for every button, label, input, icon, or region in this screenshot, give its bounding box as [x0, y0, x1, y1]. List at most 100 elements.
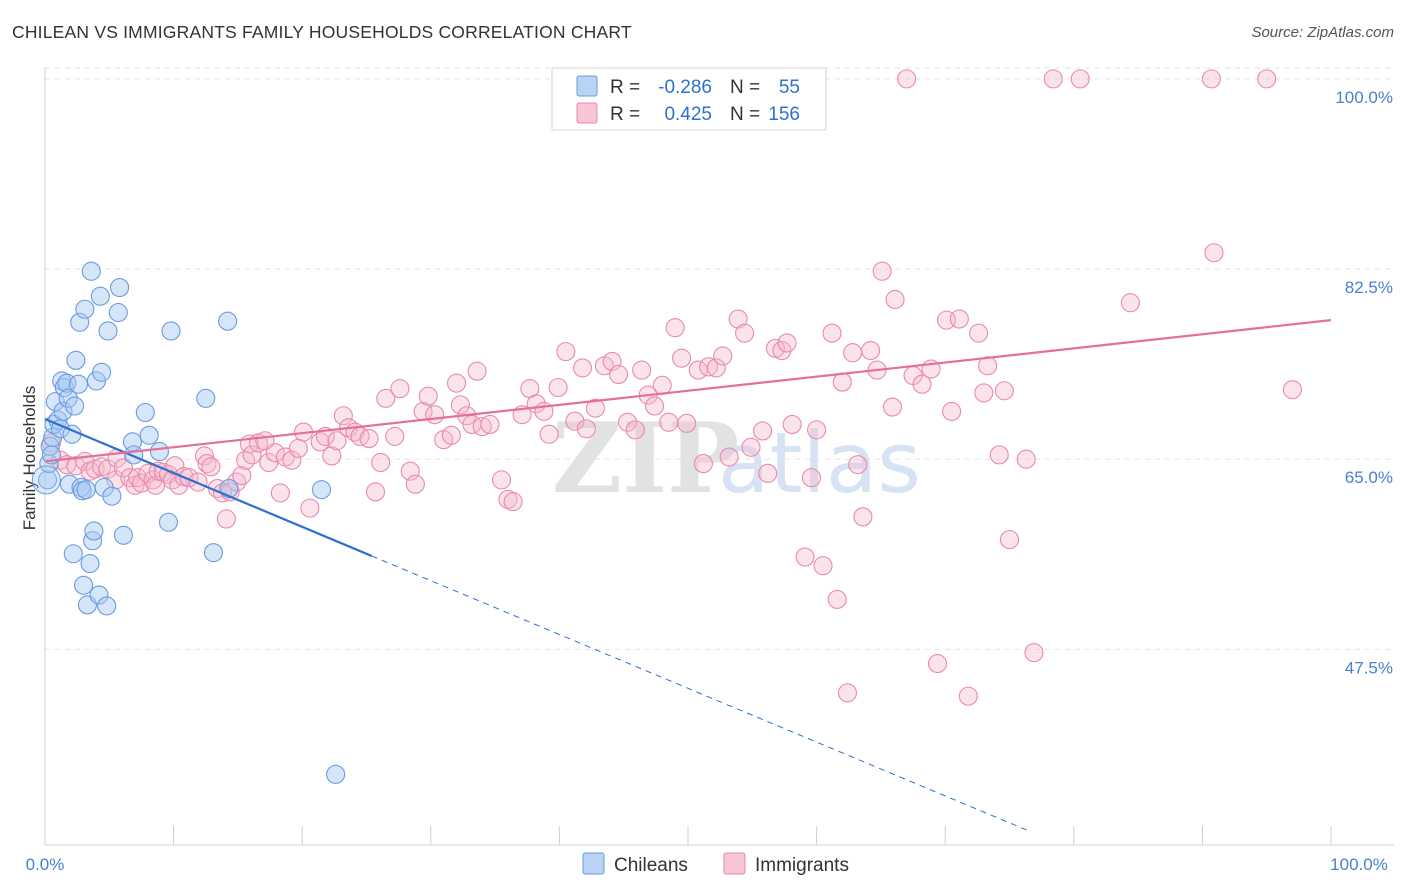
- immigrants-point: [300, 498, 320, 518]
- series-legend-label-immigrants: Immigrants: [755, 855, 849, 876]
- immigrants-point: [1282, 380, 1302, 400]
- chileans-point: [218, 311, 238, 331]
- immigrants-point: [359, 429, 379, 449]
- chileans-point: [65, 396, 85, 416]
- immigrants-point: [795, 547, 815, 567]
- immigrants-point: [1257, 69, 1277, 89]
- legend-n-value-immigrants: 156: [768, 104, 800, 125]
- immigrants-point: [441, 425, 461, 445]
- chileans-point: [68, 374, 88, 394]
- immigrants-point: [310, 432, 330, 452]
- immigrants-point: [327, 431, 347, 451]
- immigrants-point: [565, 411, 585, 431]
- immigrants-point: [556, 342, 576, 362]
- immigrants-point: [1204, 243, 1224, 263]
- immigrants-point: [322, 446, 342, 466]
- chileans-point: [74, 575, 94, 595]
- legend-n-label-chileans: N =: [730, 77, 760, 98]
- immigrants-point: [450, 395, 470, 415]
- chileans-point: [108, 302, 128, 323]
- immigrants-point: [197, 454, 217, 474]
- immigrants-point: [969, 323, 989, 343]
- chileans-point: [113, 525, 133, 545]
- immigrants-point: [872, 261, 892, 281]
- immigrants-point: [333, 406, 353, 426]
- immigrants-point: [999, 530, 1020, 550]
- x-tick-label-min: 0.0%: [26, 855, 65, 874]
- watermark: ZIP atlas: [552, 402, 921, 515]
- chileans-points: [31, 261, 346, 784]
- immigrants-point: [882, 397, 903, 417]
- immigrants-point: [66, 456, 86, 476]
- legend-r-value-chileans: -0.286: [658, 77, 712, 98]
- immigrants-point: [113, 458, 133, 478]
- immigrants-point: [418, 386, 438, 406]
- immigrants-point: [425, 405, 445, 425]
- series-legend-swatch-chileans: [582, 852, 605, 875]
- immigrants-point: [201, 457, 221, 477]
- immigrants-point: [194, 446, 215, 466]
- immigrants-point: [974, 383, 994, 403]
- immigrants-point: [576, 419, 596, 439]
- immigrants-point: [848, 455, 868, 475]
- immigrants-point: [572, 358, 593, 378]
- immigrants-point: [106, 470, 126, 490]
- immigrants-point: [843, 343, 863, 363]
- immigrants-point: [741, 437, 761, 457]
- immigrants-point: [265, 443, 285, 463]
- immigrants-point: [1120, 293, 1140, 313]
- immigrants-point: [706, 358, 726, 378]
- correlation-legend: R = -0.286 N = 55 R = 0.425 N = 156: [551, 67, 827, 131]
- immigrants-point: [480, 414, 500, 434]
- immigrants-point: [645, 396, 665, 416]
- x-ticks: [173, 826, 1332, 845]
- chileans-point: [135, 402, 155, 423]
- immigrants-point: [861, 340, 881, 361]
- immigrants-point: [131, 473, 151, 493]
- y-tick-label: 82.5%: [1345, 278, 1393, 297]
- immigrants-point: [958, 686, 978, 706]
- chileans-point: [31, 465, 61, 495]
- trend-lines: [44, 319, 1332, 832]
- y-tick-label: 65.0%: [1345, 468, 1393, 487]
- immigrants-trend-line: [44, 319, 1332, 463]
- immigrants-point: [758, 463, 778, 483]
- chileans-point: [92, 362, 112, 382]
- chileans-trend-extension: [371, 555, 1029, 832]
- series-legend-label-chileans: Chileans: [614, 855, 688, 876]
- immigrants-point: [807, 420, 827, 440]
- chart-title: CHILEAN VS IMMIGRANTS FAMILY HOUSEHOLDS …: [12, 22, 632, 42]
- immigrants-point: [282, 450, 302, 470]
- immigrants-point: [1016, 449, 1036, 469]
- immigrants-point: [232, 465, 252, 486]
- legend-n-value-chileans: 55: [779, 77, 800, 98]
- immigrants-point: [216, 509, 236, 529]
- immigrants-point: [585, 398, 605, 418]
- y-tick-label: 100.0%: [1335, 88, 1393, 107]
- immigrants-point: [390, 379, 410, 399]
- immigrants-point: [491, 470, 512, 490]
- immigrants-point: [735, 323, 755, 343]
- immigrants-point: [227, 472, 247, 492]
- chileans-point: [158, 512, 179, 532]
- chileans-trend-line: [44, 417, 373, 557]
- source-label: Source: ZipAtlas.com: [1251, 24, 1394, 41]
- immigrants-point: [713, 346, 733, 366]
- immigrants-point: [1070, 69, 1090, 89]
- legend-r-value-immigrants: 0.425: [664, 104, 712, 125]
- immigrants-point: [609, 364, 629, 385]
- immigrants-point: [822, 323, 842, 343]
- immigrants-point: [376, 388, 396, 408]
- legend-swatch-chileans: [576, 75, 598, 97]
- legend-n-label-immigrants: N =: [730, 104, 760, 125]
- chileans-point: [83, 531, 103, 551]
- series-legend: Chileans Immigrants: [582, 852, 849, 876]
- immigrants-point: [242, 445, 262, 465]
- immigrants-point: [832, 372, 852, 392]
- chileans-point: [149, 442, 170, 462]
- immigrants-point: [446, 373, 467, 393]
- immigrants-point: [365, 482, 386, 502]
- immigrants-point: [885, 289, 905, 310]
- chileans-point: [161, 321, 181, 341]
- chileans-point: [102, 486, 122, 506]
